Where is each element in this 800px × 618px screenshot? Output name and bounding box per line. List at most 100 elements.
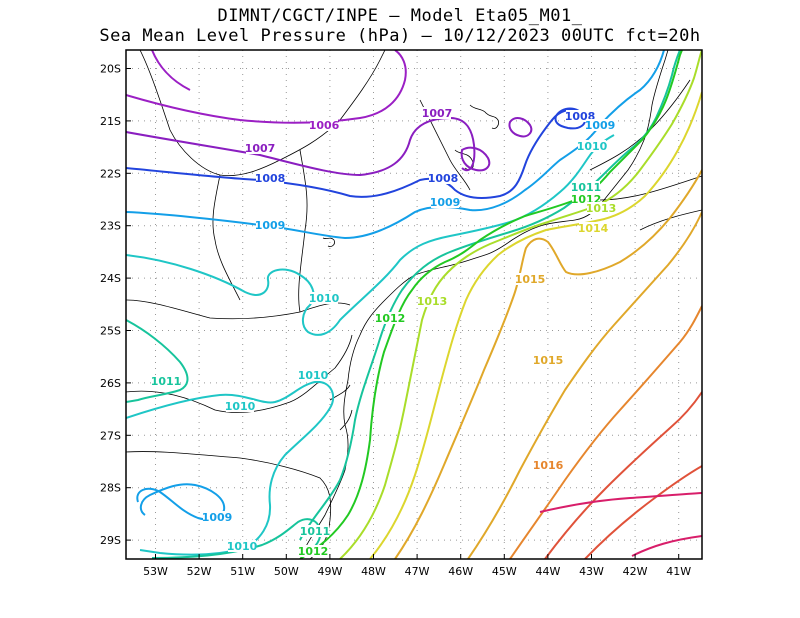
isobar-1014 <box>369 91 702 559</box>
y-tick-label: 23S <box>100 220 121 233</box>
contour-label-bg <box>299 369 327 381</box>
contour-label: 1008 <box>428 172 459 185</box>
contour-label-bg <box>299 545 327 557</box>
x-tick-label: 47W <box>405 565 430 578</box>
map-title: DIMNT/CGCT/INPE – Model Eta05_M01_ <box>217 6 583 26</box>
contour-label: 1011 <box>571 181 602 194</box>
contour-label-bg <box>152 375 180 387</box>
x-tick-label: 45W <box>492 565 517 578</box>
map-subtitle: Sea Mean Level Pressure (hPa) – 10/12/20… <box>99 26 701 46</box>
contour-label-bg <box>246 142 274 154</box>
y-tick-label: 21S <box>100 115 121 128</box>
contour-label: 1016 <box>533 459 564 472</box>
contour-label-bg <box>310 292 338 304</box>
x-tick-label: 42W <box>623 565 648 578</box>
isobar-1015-b <box>467 211 702 559</box>
contour-label: 1007 <box>245 142 276 155</box>
isobar-1007 <box>126 116 476 177</box>
contour-label: 1012 <box>375 312 406 325</box>
contour-label-bg <box>516 273 544 285</box>
contour-label: 1014 <box>578 222 609 235</box>
contour-label-bg <box>203 511 231 523</box>
y-tick-label: 26S <box>100 377 121 390</box>
isobar-1010 <box>126 134 615 336</box>
contour-label-bg <box>586 119 614 131</box>
isobar-1011-b <box>151 518 322 559</box>
contour-label: 1010 <box>298 369 329 382</box>
x-tick-label: 52W <box>187 565 212 578</box>
contour-label-bg <box>431 196 459 208</box>
x-tick-label: 46W <box>448 565 473 578</box>
contour-label-bg <box>310 119 338 131</box>
isobar-1018b <box>631 535 702 557</box>
isobar-1011 <box>126 319 189 403</box>
contour-label: 1010 <box>227 540 258 553</box>
isobar-lines <box>126 50 702 559</box>
contour-label: 1013 <box>586 202 617 215</box>
contour-label: 1010 <box>577 140 608 153</box>
contour-label: 1009 <box>202 511 233 524</box>
isobar-1009-sw <box>136 483 226 521</box>
contour-label-bg <box>572 181 600 193</box>
contour-label-bg <box>587 202 615 214</box>
isobar-1006 <box>126 50 407 124</box>
contour-label-bg <box>429 172 457 184</box>
contour-label-bg <box>228 540 256 552</box>
isobar-1015 <box>394 169 702 559</box>
isobar-1016 <box>509 305 702 559</box>
contour-label: 1009 <box>430 196 461 209</box>
isobar-1017b <box>584 465 702 559</box>
contour-label: 1010 <box>225 400 256 413</box>
map-grid <box>126 50 702 559</box>
contour-label-bg <box>534 459 562 471</box>
x-tick-label: 53W <box>143 565 168 578</box>
plot-frame <box>125 49 703 560</box>
y-tick-label: 27S <box>100 429 121 442</box>
x-tick-label: 41W <box>666 565 691 578</box>
contour-label-bg <box>256 219 284 231</box>
contour-label: 1011 <box>151 375 182 388</box>
x-tick-label: 50W <box>274 565 299 578</box>
y-tick-label: 20S <box>100 63 121 76</box>
contour-label-bg <box>256 172 284 184</box>
x-tick-label: 48W <box>361 565 386 578</box>
contour-label: 1013 <box>417 295 448 308</box>
coastline-borders <box>126 50 702 559</box>
x-axis-ticks: 53W 52W 51W 50W 49W 48W 47W 46W 45W 44W 43W 42W 41W <box>143 554 691 578</box>
contour-label-bg <box>423 107 451 119</box>
y-tick-label: 24S <box>100 272 121 285</box>
isobar-1007-loop2 <box>460 146 491 172</box>
isobar-1018 <box>539 492 702 513</box>
contour-label: 1010 <box>309 292 340 305</box>
y-tick-label: 25S <box>100 325 121 338</box>
x-tick-label: 43W <box>579 565 604 578</box>
isobar-1013 <box>339 50 702 559</box>
x-tick-label: 44W <box>535 565 560 578</box>
contour-label-bg <box>578 140 606 152</box>
contour-label: 1015 <box>533 354 564 367</box>
contour-label: 1015 <box>515 273 546 286</box>
contour-label: 1012 <box>298 545 329 558</box>
y-tick-label: 22S <box>100 167 121 180</box>
contour-label-bg <box>534 354 562 366</box>
contour-label: 1009 <box>585 119 616 132</box>
contour-label-bg <box>301 525 329 537</box>
y-tick-label: 29S <box>100 534 121 547</box>
isobar-1017 <box>544 391 702 559</box>
contour-label-bg <box>376 312 404 324</box>
contour-label-bg <box>226 400 254 412</box>
contour-label: 1011 <box>300 525 331 538</box>
contour-label-bg <box>579 222 607 234</box>
x-tick-label: 51W <box>230 565 255 578</box>
isobar-1012 <box>299 50 683 559</box>
contour-label: 1007 <box>422 107 453 120</box>
isobar-1006b <box>151 50 191 91</box>
x-tick-label: 49W <box>317 565 342 578</box>
y-tick-label: 28S <box>100 482 121 495</box>
isobar-1008-loop <box>554 107 586 130</box>
contour-label-bg <box>418 295 446 307</box>
contour-label: 1006 <box>309 119 340 132</box>
contour-label: 1008 <box>255 172 286 185</box>
